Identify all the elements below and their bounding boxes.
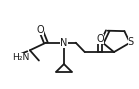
Text: S: S <box>128 37 134 47</box>
Text: O: O <box>36 25 44 35</box>
Text: O: O <box>96 34 104 44</box>
Text: H₂N: H₂N <box>13 53 30 62</box>
Text: N: N <box>60 38 68 48</box>
